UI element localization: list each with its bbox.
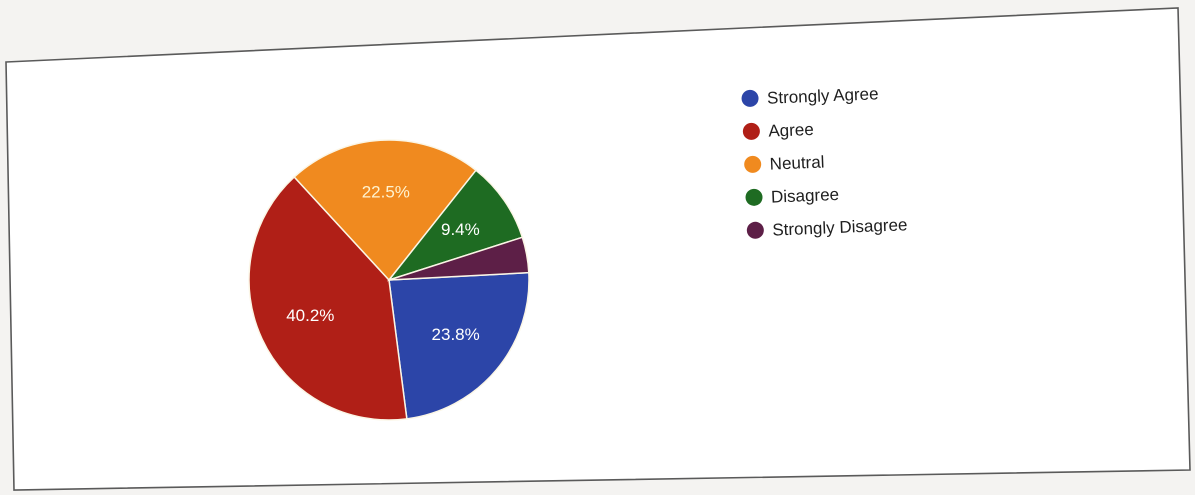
legend-swatch-strongly-disagree — [746, 221, 764, 239]
legend-label-disagree: Disagree — [771, 185, 840, 207]
legend-label-neutral: Neutral — [769, 152, 825, 173]
paper-sheet — [5, 7, 1191, 491]
legend-swatch-neutral — [744, 155, 762, 173]
legend-swatch-disagree — [745, 188, 763, 206]
legend-label-agree: Agree — [768, 120, 814, 141]
legend-swatch-strongly-agree — [741, 89, 759, 107]
pie-slice-strongly-disagree — [388, 236, 530, 281]
slice-label-disagree: 9.4% — [441, 220, 480, 239]
pie-slice-agree — [248, 175, 408, 421]
slice-label-agree: 40.2% — [286, 306, 334, 325]
legend: Strongly AgreeAgreeNeutralDisagreeStrong… — [741, 84, 908, 240]
slice-label-neutral: 22.5% — [362, 183, 410, 202]
pie-slice-disagree — [386, 169, 524, 282]
pie-slice-strongly-agree — [388, 271, 530, 420]
legend-label-strongly-agree: Strongly Agree — [767, 84, 879, 107]
pie-slice-neutral — [293, 139, 478, 282]
pie-chart — [248, 139, 530, 421]
slice-label-strongly-agree: 23.8% — [432, 325, 480, 344]
pie-labels: 23.8% 40.2% 22.5% 9.4% — [286, 183, 480, 344]
legend-swatch-agree — [742, 122, 760, 140]
